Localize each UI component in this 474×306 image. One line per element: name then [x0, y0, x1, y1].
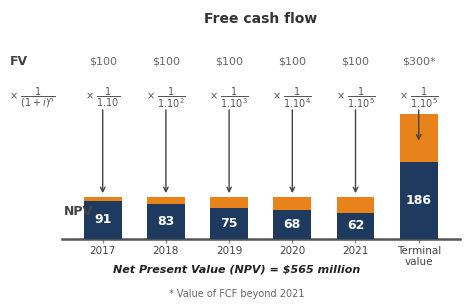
- Text: 83: 83: [157, 215, 174, 228]
- Bar: [147, 204, 185, 239]
- Bar: [84, 197, 122, 201]
- Text: $\times\ \dfrac{1}{1.10}$: $\times\ \dfrac{1}{1.10}$: [85, 86, 120, 110]
- Bar: [273, 197, 311, 211]
- Bar: [210, 197, 248, 207]
- Text: $100: $100: [215, 56, 243, 66]
- Bar: [273, 211, 311, 239]
- Text: $\times\ \dfrac{1}{1.10^5}$: $\times\ \dfrac{1}{1.10^5}$: [336, 85, 375, 110]
- Text: $300*: $300*: [402, 56, 436, 66]
- Text: * Value of FCF beyond 2021: * Value of FCF beyond 2021: [169, 289, 305, 299]
- Bar: [400, 114, 438, 162]
- Text: $100: $100: [89, 56, 117, 66]
- Bar: [400, 162, 438, 239]
- Text: $100: $100: [341, 56, 370, 66]
- Text: 75: 75: [220, 217, 238, 230]
- Text: 68: 68: [283, 218, 301, 231]
- Text: $100: $100: [278, 56, 306, 66]
- Text: $\times\ \dfrac{1}{1.10^2}$: $\times\ \dfrac{1}{1.10^2}$: [146, 85, 186, 110]
- Bar: [337, 213, 374, 239]
- Text: 62: 62: [347, 219, 364, 232]
- Text: Free cash flow: Free cash flow: [204, 12, 317, 26]
- Bar: [147, 197, 185, 204]
- Text: $100: $100: [152, 56, 180, 66]
- Bar: [210, 207, 248, 239]
- Text: $\times\ \dfrac{1}{1.10^5}$: $\times\ \dfrac{1}{1.10^5}$: [399, 85, 438, 110]
- Text: NPV: NPV: [64, 205, 92, 218]
- Text: $\times\ \dfrac{1}{1.10^4}$: $\times\ \dfrac{1}{1.10^4}$: [273, 85, 312, 110]
- Text: $\times\ \dfrac{1}{(1+i)^n}$: $\times\ \dfrac{1}{(1+i)^n}$: [9, 86, 56, 110]
- Text: 91: 91: [94, 213, 111, 226]
- Text: 186: 186: [406, 194, 432, 207]
- Bar: [84, 201, 122, 239]
- Bar: [337, 197, 374, 213]
- Text: $\times\ \dfrac{1}{1.10^3}$: $\times\ \dfrac{1}{1.10^3}$: [209, 85, 249, 110]
- Text: FV: FV: [9, 55, 27, 68]
- Text: Net Present Value (NPV) = $565 million: Net Present Value (NPV) = $565 million: [113, 264, 361, 274]
